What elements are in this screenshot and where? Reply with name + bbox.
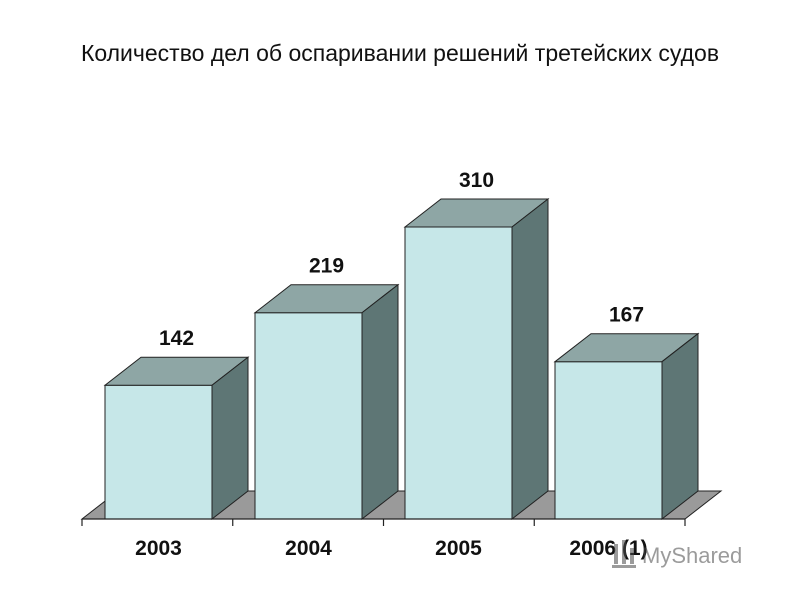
watermark-text: MyShared [642, 543, 742, 568]
data-label: 167 [609, 304, 644, 327]
data-label: 142 [159, 327, 194, 350]
bar-side [361, 283, 399, 521]
bar [103, 356, 250, 521]
bar-side [661, 332, 699, 521]
watermark-logo: MyShared [612, 540, 742, 568]
bar [553, 332, 700, 521]
data-label: 219 [309, 255, 344, 278]
bar-front [554, 361, 663, 520]
bar [253, 283, 400, 521]
bar-side [511, 197, 549, 521]
x-tick-label: 2003 [135, 537, 182, 560]
bar-side [211, 356, 249, 521]
chart-title: Количество дел об оспаривании решений тр… [80, 40, 720, 66]
bar-front [254, 312, 363, 520]
bar-front [404, 226, 513, 520]
x-tick-label: 2006 (1) [569, 537, 647, 560]
data-label: 310 [459, 169, 494, 192]
bar-front [104, 384, 213, 520]
x-tick-label: 2005 [435, 537, 482, 560]
x-tick-label: 2004 [285, 537, 332, 560]
bar [403, 197, 550, 521]
